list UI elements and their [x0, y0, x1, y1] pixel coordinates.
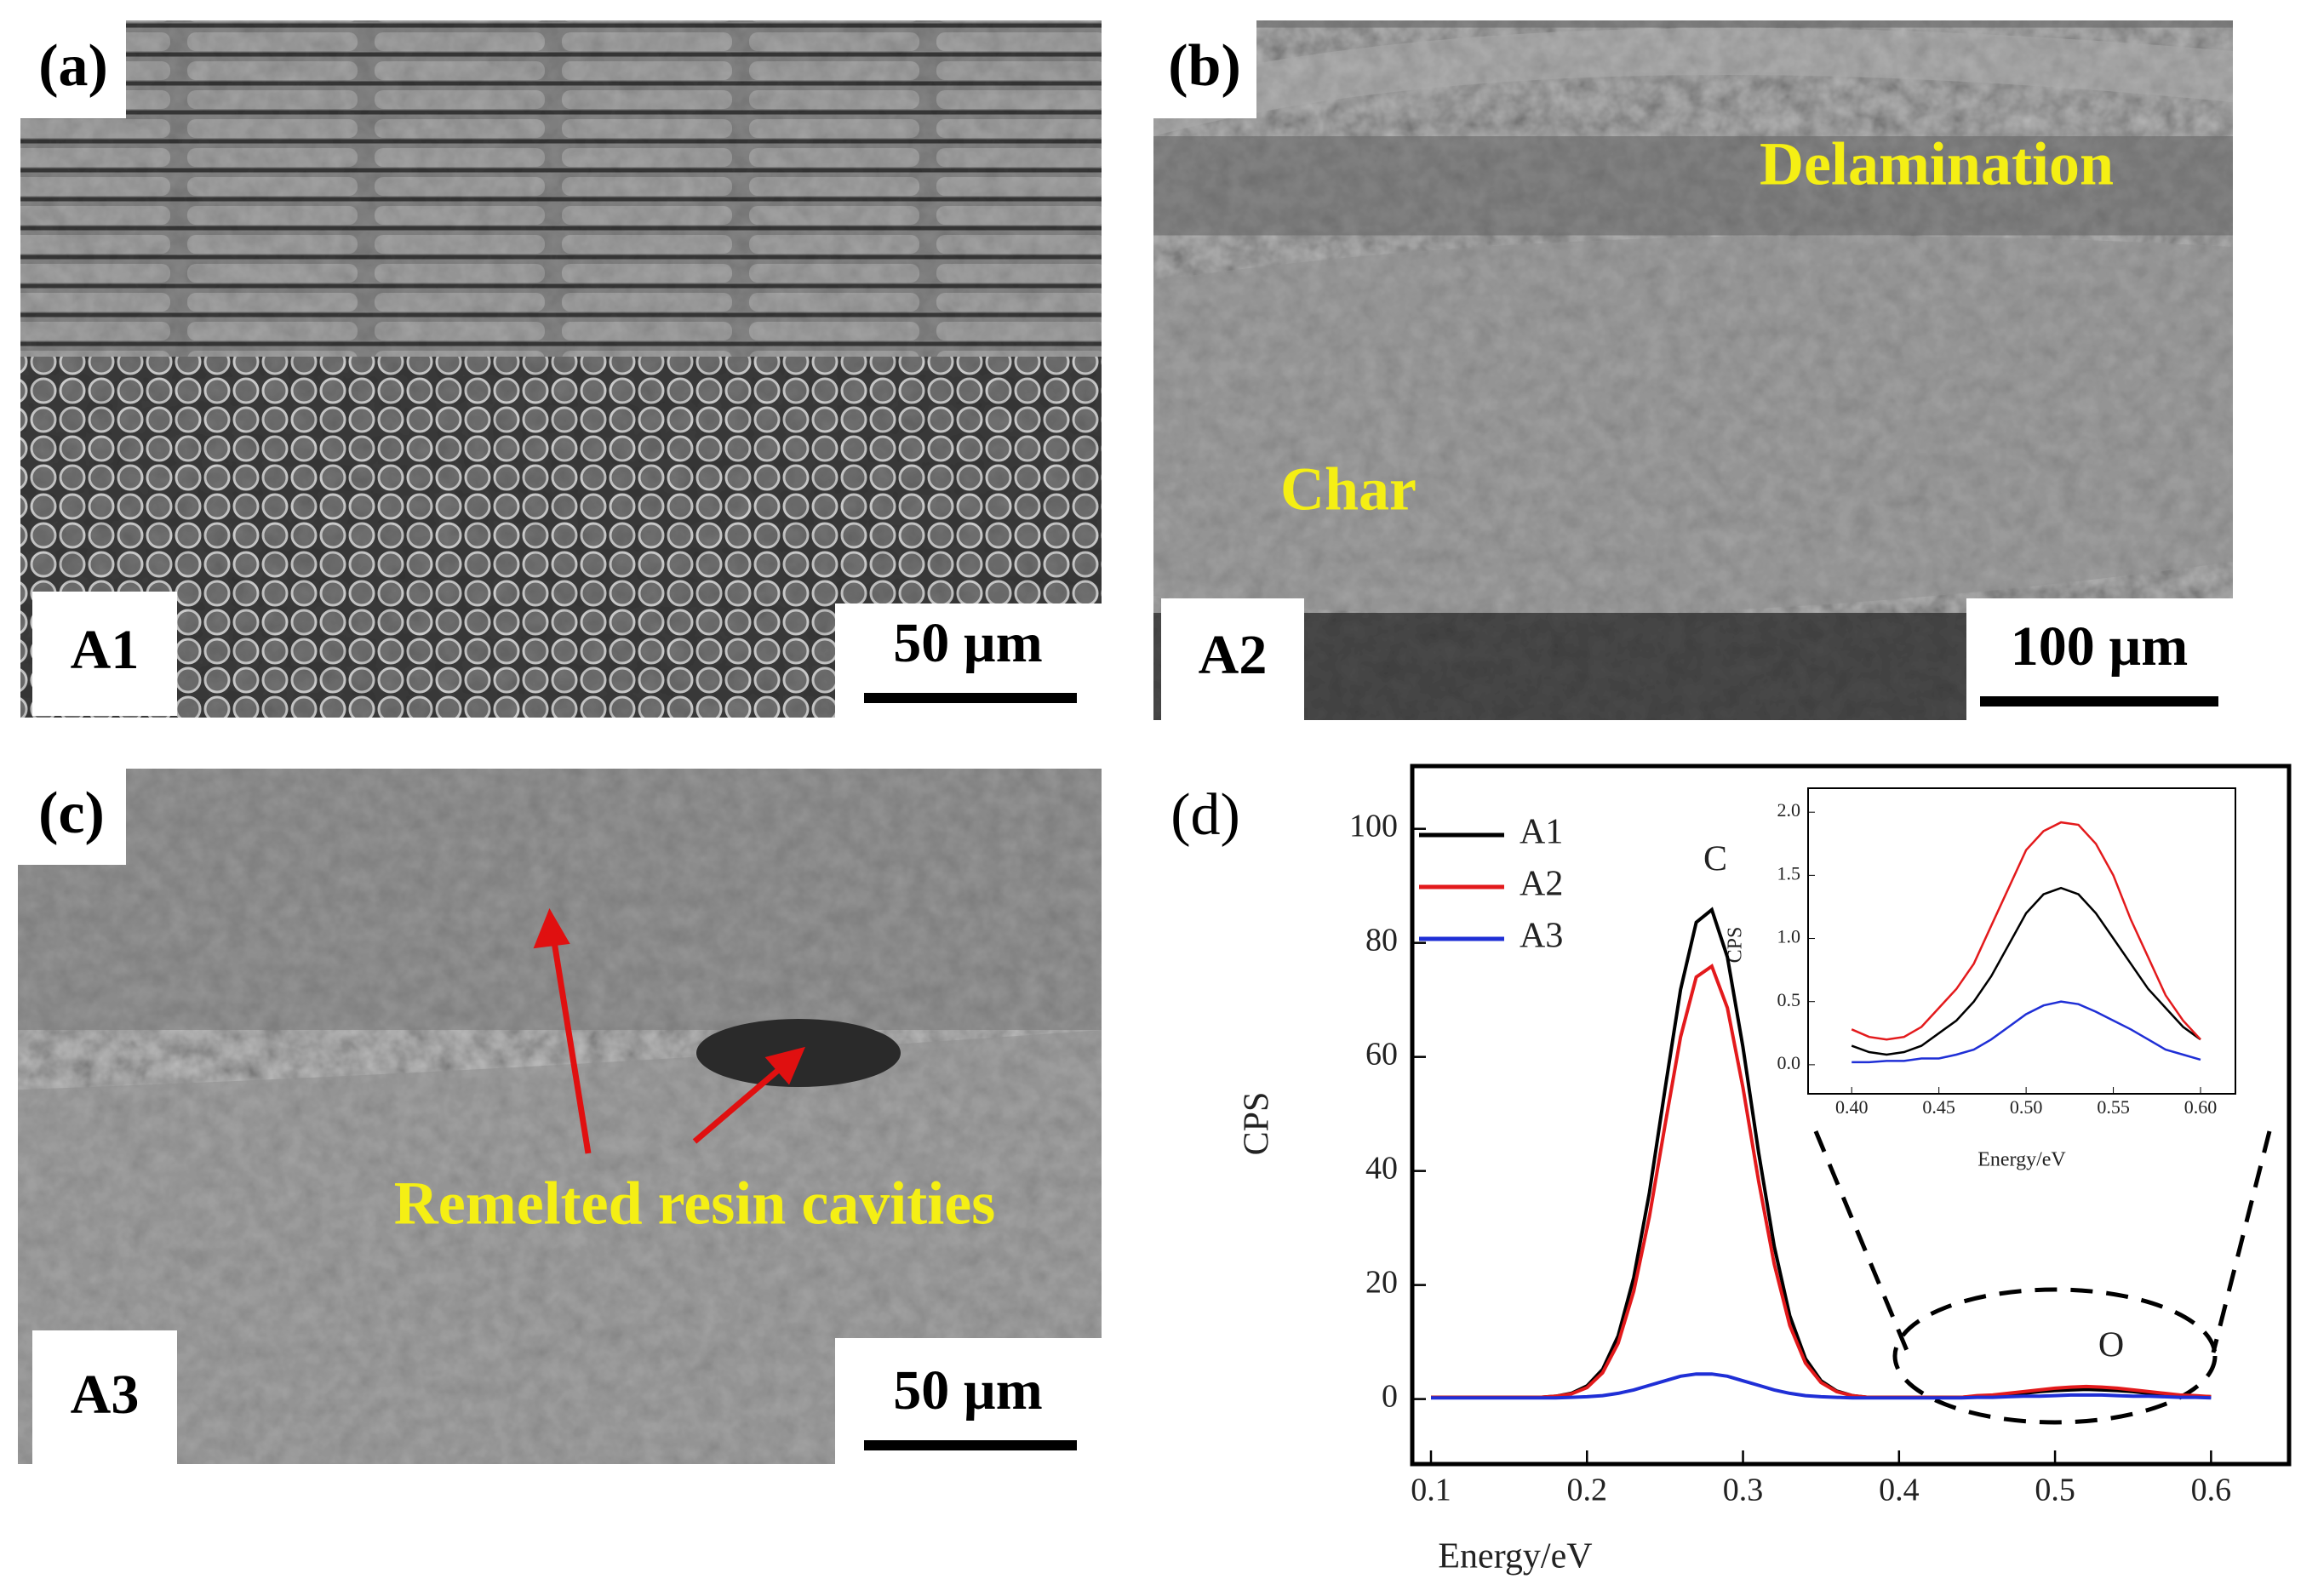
y-tick-label: 60	[1365, 1036, 1398, 1072]
annotation: Char	[1280, 455, 1417, 523]
arrows	[533, 908, 805, 1154]
scale-bar-label: 50 µm	[893, 612, 1043, 674]
plot-frame	[1807, 787, 2236, 1095]
scale-bar	[864, 693, 1077, 703]
y-tick-label: 20	[1365, 1264, 1398, 1300]
inset-background	[1808, 788, 2235, 1094]
x-tick-label: 0.6	[2191, 1473, 2232, 1508]
legend-label: A2	[1520, 865, 1563, 904]
x-tick-label: 0.40	[1835, 1096, 1869, 1118]
x-axis-label: Energy/eV	[1438, 1537, 1592, 1576]
legend-label: A1	[1520, 813, 1563, 852]
panel-label: (c)	[38, 781, 105, 846]
annotation: Remelted resin cavities	[394, 1170, 995, 1238]
x-tick-label: 0.1	[1411, 1473, 1451, 1508]
sample-label: A3	[71, 1364, 140, 1426]
sample-label: A2	[1199, 624, 1268, 686]
x-tick-label: 0.5	[2035, 1473, 2075, 1508]
label-box	[20, 20, 126, 118]
scale-bar	[1980, 696, 2218, 706]
y-tick-label: 100	[1349, 808, 1398, 844]
sem-image-c	[18, 769, 1102, 1464]
zoom-guide	[1813, 1130, 2272, 1425]
x-tick-label: 0.45	[1922, 1096, 1955, 1118]
y-tick-label: 2.0	[1777, 799, 1801, 821]
data-line	[1431, 1372, 2212, 1400]
legend-label: A3	[1520, 917, 1563, 956]
x-tick-label: 0.3	[1723, 1473, 1764, 1508]
data-line	[1851, 821, 2201, 1041]
scale-bar-label: 100 µm	[2011, 615, 2189, 678]
x-tick-label: 0.55	[2097, 1096, 2130, 1118]
plot-frame	[1410, 764, 2292, 1467]
y-tick-label: 0.5	[1777, 989, 1801, 1010]
y-tick-label: 1.0	[1777, 926, 1801, 947]
label-box	[1161, 598, 1304, 720]
label-box	[32, 1330, 177, 1464]
data-line	[1851, 886, 2201, 1056]
sample-label: A1	[71, 619, 140, 681]
y-tick-label: 80	[1365, 922, 1398, 958]
panel-label: (d)	[1170, 782, 1240, 848]
y-tick-label: 40	[1365, 1150, 1398, 1186]
x-tick-label: 0.60	[2184, 1096, 2218, 1118]
y-axis-label: CPS	[1238, 1092, 1277, 1156]
sem-image-a	[20, 20, 1102, 718]
x-tick-label: 0.4	[1879, 1473, 1920, 1508]
peak-label: C	[1703, 840, 1727, 879]
label-box	[32, 592, 177, 716]
y-tick-label: 0	[1382, 1378, 1398, 1414]
y-tick-label: 0.0	[1777, 1052, 1801, 1073]
data-line	[1852, 1000, 2201, 1064]
x-tick-label: 0.50	[2010, 1096, 2043, 1118]
data-line	[1431, 963, 2212, 1399]
label-box	[1153, 20, 1256, 118]
scale-bar	[864, 1440, 1077, 1450]
scale-bar-label: 50 µm	[893, 1359, 1043, 1422]
peak-label: O	[2098, 1326, 2124, 1365]
annotation: Delamination	[1760, 130, 2114, 198]
y-tick-label: 1.5	[1777, 862, 1801, 884]
panel-label: (b)	[1168, 33, 1241, 99]
label-box	[18, 769, 126, 865]
panel-label: (a)	[38, 33, 108, 99]
x-axis-label: Energy/eV	[1977, 1149, 2066, 1171]
x-tick-label: 0.2	[1567, 1473, 1608, 1508]
